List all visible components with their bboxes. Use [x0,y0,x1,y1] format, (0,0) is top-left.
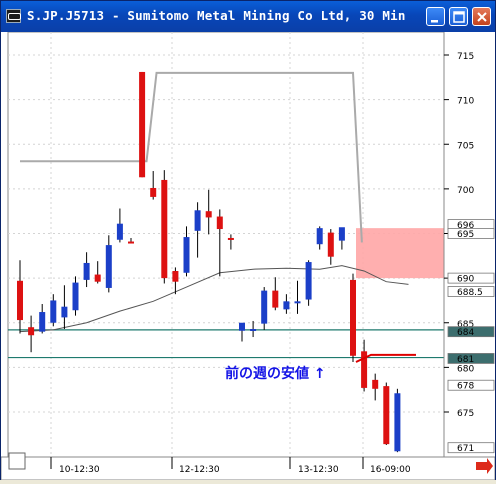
candle-body [183,237,190,273]
price-box [447,286,495,297]
minimize-icon [431,20,438,23]
candle-body [350,279,356,356]
x-tick-label: 13-12:30 [298,465,339,475]
candle-body [250,328,257,331]
candle-body [327,232,334,257]
price-box [447,326,495,338]
y-tick-label: 710 [457,97,474,107]
candle-body [161,179,168,279]
price-box-label: 690 [457,275,474,285]
candle-body [272,290,279,308]
low-marker-line [355,353,416,363]
candle-body [172,270,179,282]
y-tick-label: 700 [457,186,474,196]
candle-body [361,351,368,388]
price-chart[interactable]: 前の週の安値 ↑67568068569069570070571071569669… [0,31,496,481]
candle-body [128,241,134,244]
price-box-label: 681 [457,355,474,365]
moving-average-line [19,265,409,333]
price-box [447,228,495,239]
candle-body [139,71,146,178]
x-tick-label: 12-12:30 [179,465,220,475]
candle-body [283,301,290,310]
candle-body [216,216,223,230]
price-box-label: 684 [457,328,474,338]
candle-body [150,187,157,197]
candle-body [227,237,234,240]
candle-body [338,227,345,241]
price-box [447,272,495,284]
arrow-right-icon[interactable] [476,458,493,474]
maximize-icon [453,11,465,23]
minimize-button[interactable] [426,7,445,26]
candle-body [261,290,268,324]
candle-body [239,322,245,331]
window-title: S.JP.J5713 - Sumitomo Metal Mining Co Lt… [27,8,406,23]
candle-body [39,312,46,332]
y-tick-label: 685 [457,320,474,330]
candle-body [294,301,301,304]
price-box-label: 688.5 [457,288,483,298]
y-tick-label: 680 [457,364,474,374]
candle-body [83,262,90,280]
chart-area[interactable]: 前の週の安値 ↑67568068569069570070571071569669… [0,31,496,484]
candle-body [194,210,201,231]
y-tick-label: 715 [457,52,474,62]
candle-body [50,300,57,323]
x-tick-label: 10-12:30 [59,465,100,475]
cqg-app-icon[interactable] [6,9,21,23]
candle-body [94,274,101,282]
candle-body [372,379,379,389]
x-tick-label: 16-09:00 [370,465,411,475]
candle-body [205,211,212,218]
price-box [447,379,495,391]
candle-body [383,386,390,445]
price-box-label: 671 [457,444,474,454]
close-icon [477,12,487,22]
corner-box[interactable] [8,452,26,470]
candle-body [28,327,35,336]
candle-body [116,223,123,240]
candle-body [316,228,323,245]
candle-body [17,280,23,321]
price-box-label: 678 [457,382,474,392]
candle-body [394,393,401,452]
candle-body [305,262,312,300]
price-box-label: 695 [457,230,474,240]
candle-body [61,306,68,318]
candle-body [72,282,79,311]
y-tick-label: 675 [457,409,474,419]
title-bar[interactable]: S.JP.J5713 - Sumitomo Metal Mining Co Lt… [1,1,495,32]
prior-high-line [20,71,363,243]
close-button[interactable] [472,7,491,26]
price-box-label: 696 [457,221,474,231]
y-tick-label: 705 [457,141,474,151]
price-box [447,353,495,364]
weekly-low-annotation: 前の週の安値 ↑ [225,365,326,382]
candle-body [105,245,112,288]
maximize-button[interactable] [449,7,468,26]
price-box [447,442,495,454]
